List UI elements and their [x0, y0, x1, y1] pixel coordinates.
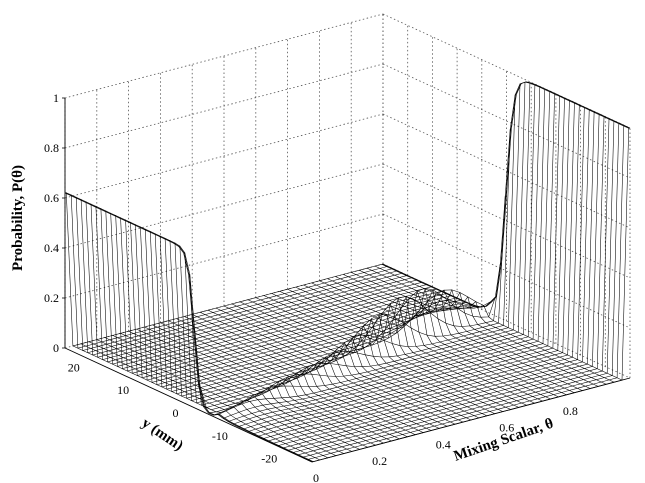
mesh-line-const-theta [359, 270, 607, 385]
mesh-line-const-theta [66, 192, 314, 462]
mesh-line-const-theta [184, 316, 432, 431]
mesh-line-const-y [208, 81, 527, 414]
grid-lines [64, 13, 631, 379]
mesh-line-const-theta [72, 345, 321, 461]
z-tick-label: 0 [53, 341, 59, 355]
mesh-line-const-theta [104, 337, 352, 452]
z-gridline [382, 113, 631, 229]
mesh-line-const-theta [176, 318, 424, 433]
z-axis-label: Probability, P(θ) [10, 165, 26, 271]
y-tick-label: 0 [173, 406, 179, 420]
mesh-line-const-theta [382, 81, 630, 308]
z-gridline [64, 13, 384, 99]
mesh-line-const-y [242, 95, 561, 430]
mesh-line-const-theta [120, 333, 368, 448]
mesh-line-const-theta [366, 267, 615, 383]
mesh-line-const-theta [343, 274, 591, 389]
mesh-line-const-theta [335, 276, 583, 391]
mesh-line-const-theta [223, 305, 472, 421]
mesh-line-const-theta [231, 303, 480, 419]
mesh-line-const-theta [279, 291, 527, 406]
y-axis-label: y (mm) [139, 415, 186, 454]
mesh-line-const-theta [374, 265, 623, 381]
mesh-line-const-theta [287, 288, 535, 404]
y-tick-label: 10 [117, 383, 129, 397]
mesh-line-const-theta [199, 312, 448, 427]
mesh-line-const-theta [263, 295, 511, 410]
mesh-line-const-theta [96, 339, 344, 454]
mesh-line-const-theta [327, 278, 575, 393]
z-tick-label: 0.2 [44, 291, 59, 305]
mesh-line-const-y [232, 91, 552, 425]
mesh-line-const-theta [192, 314, 440, 429]
mesh-line-const-theta [382, 81, 631, 308]
mesh-line-const-theta [271, 293, 519, 408]
surface-mesh [64, 81, 631, 463]
mesh-line-const-y [198, 94, 517, 408]
mesh-line-const-theta [168, 320, 416, 435]
mesh-line-const-y [203, 83, 522, 410]
y-tick-label: -10 [212, 429, 228, 443]
mesh-line-const-theta [128, 330, 376, 446]
mesh-line-const-theta [88, 341, 337, 456]
x-tick-label: 0.8 [563, 404, 578, 418]
mesh-line-const-theta [247, 299, 496, 414]
z-gridline [382, 213, 631, 329]
mesh-line-const-y [227, 89, 547, 422]
mesh-line-const-theta [311, 282, 559, 398]
mesh-line-const-theta [136, 328, 384, 444]
z-tick-label: 0.6 [44, 191, 59, 205]
mesh-line-const-theta [65, 192, 313, 463]
mesh-line-const-theta [160, 322, 408, 438]
x-tick-label: 0.2 [372, 454, 387, 468]
mesh-line-const-theta [144, 326, 392, 442]
mesh-line-const-y [114, 215, 433, 370]
tick-labels: 0 0.2 0.4 0.6 0.8 1 20 10 0 -10 -20 0 0.2 0.4 0.6 0.8 [44, 91, 578, 483]
mesh-line-const-theta [319, 280, 567, 396]
mesh-line-const-theta [239, 301, 488, 417]
mesh-line-const-theta [351, 272, 599, 387]
z-tick-label: 0.4 [44, 241, 59, 255]
x-tick-label: 0.6 [499, 421, 514, 435]
y-tick-label: 20 [68, 360, 80, 374]
y-axis-line [64, 347, 313, 463]
mesh-line-const-theta [295, 286, 543, 402]
mesh-line-const-theta [303, 284, 551, 400]
mesh-line-const-y [237, 93, 556, 427]
mesh-line-const-theta [207, 309, 456, 425]
x-tick-label: 0 [313, 471, 319, 483]
z-tick-label: 0.8 [44, 141, 59, 155]
mesh-line-const-y [119, 217, 438, 372]
mesh-line-const-theta [152, 324, 400, 440]
z-gridline [64, 113, 384, 199]
mesh-line-const-theta [112, 335, 360, 450]
x-tick-label: 0.4 [436, 437, 451, 451]
z-gridline [64, 213, 384, 299]
mesh-line-const-y [109, 212, 428, 367]
z-gridline [382, 13, 631, 129]
mesh-line-const-theta [381, 81, 629, 308]
mesh-line-const-y [193, 128, 512, 406]
mesh-line-const-y [213, 82, 532, 416]
y-tick-label: -20 [261, 452, 277, 466]
x-axis-line [311, 377, 631, 463]
mesh-line-const-theta [80, 343, 329, 459]
mesh-line-const-theta [255, 297, 503, 412]
z-tick-label: 1 [53, 91, 59, 105]
